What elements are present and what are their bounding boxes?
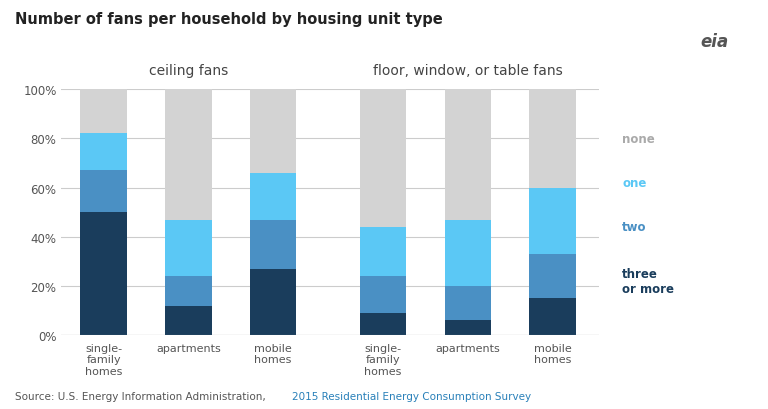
Bar <box>250 173 296 220</box>
Bar <box>250 269 296 335</box>
Bar <box>250 90 296 173</box>
Bar <box>360 313 406 335</box>
Bar <box>250 220 296 269</box>
Bar <box>445 286 491 321</box>
Text: Number of fans per household by housing unit type: Number of fans per household by housing … <box>15 12 443 27</box>
Bar <box>165 306 212 335</box>
Bar <box>165 90 212 220</box>
Bar <box>445 90 491 220</box>
Bar <box>529 254 576 299</box>
Bar <box>81 90 127 134</box>
Text: eia: eia <box>700 33 728 51</box>
Bar <box>360 227 406 276</box>
Bar <box>529 299 576 335</box>
Bar <box>165 220 212 276</box>
Bar <box>81 171 127 213</box>
Bar <box>360 90 406 227</box>
Text: Source: U.S. Energy Information Administration,: Source: U.S. Energy Information Administ… <box>15 391 270 401</box>
Bar <box>81 134 127 171</box>
Bar <box>165 276 212 306</box>
Text: 2015 Residential Energy Consumption Survey: 2015 Residential Energy Consumption Surv… <box>293 391 531 401</box>
Bar <box>360 276 406 313</box>
Bar <box>81 213 127 335</box>
Text: three
or more: three or more <box>622 267 674 295</box>
Text: two: two <box>622 221 647 234</box>
Bar <box>445 220 491 286</box>
Text: none: none <box>622 133 655 146</box>
Bar <box>529 188 576 254</box>
Text: ceiling fans: ceiling fans <box>149 64 228 78</box>
Bar <box>445 321 491 335</box>
Text: floor, window, or table fans: floor, window, or table fans <box>373 64 563 78</box>
Text: one: one <box>622 177 647 190</box>
Bar <box>529 90 576 188</box>
